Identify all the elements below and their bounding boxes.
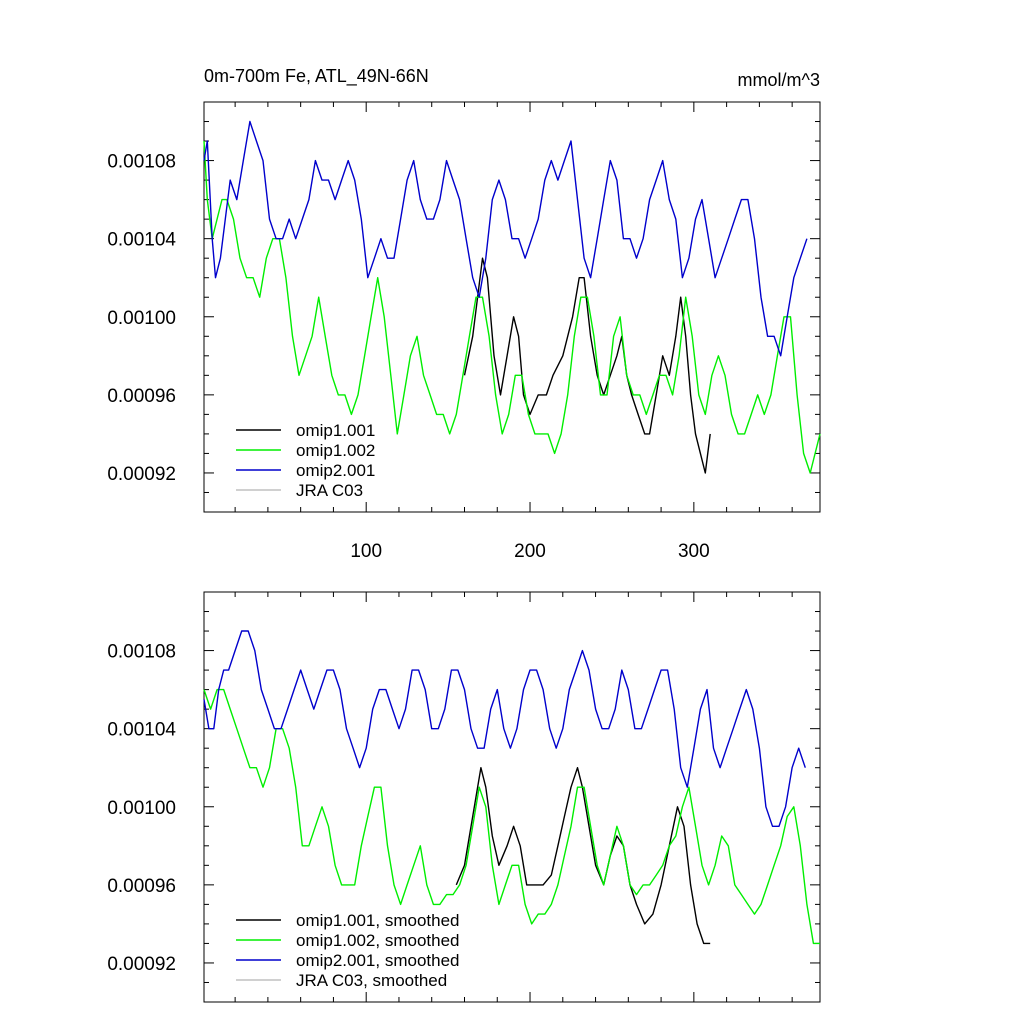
- series-line: [463, 257, 711, 474]
- y-tick-label: 0.00104: [107, 720, 176, 741]
- bottom-panel: 0.00092 0.00096 0.00100 0.00104 0.00108 omip1…: [107, 591, 821, 1003]
- plot-frame: [203, 591, 821, 1003]
- y-tick-label: 0.00096: [107, 876, 176, 897]
- y-tick-label: 0.00100: [107, 308, 176, 329]
- y-tick-label: 0.00092: [107, 464, 176, 485]
- legend-label: JRA C03: [296, 481, 363, 500]
- x-tick-label: 100: [350, 541, 382, 562]
- legend-label: omip2.001, smoothed: [296, 951, 460, 970]
- legend-label: omip1.002, smoothed: [296, 931, 460, 950]
- plot-frame: [203, 101, 821, 513]
- legend-label: omip1.001: [296, 421, 375, 440]
- y-tick-label: 0.00104: [107, 230, 176, 251]
- x-tick-label: 200: [514, 541, 546, 562]
- y-tick-label: 0.00108: [107, 642, 176, 663]
- series-line: [455, 767, 711, 945]
- series-line: [203, 630, 806, 827]
- series-line: [203, 140, 821, 474]
- y-tick-label: 0.00096: [107, 386, 176, 407]
- top-panel: 0.00092 0.00096 0.00100 0.00104 0.00108 100 20…: [107, 101, 821, 562]
- legend-label: omip1.002: [296, 441, 375, 460]
- chart-title: 0m-700m Fe, ATL_49N-66N: [204, 66, 429, 87]
- legend-label: omip1.001, smoothed: [296, 911, 460, 930]
- legend-label: JRA C03, smoothed: [296, 971, 447, 990]
- series-line: [203, 120, 808, 357]
- y-tick-label: 0.00108: [107, 152, 176, 173]
- y-tick-label: 0.00092: [107, 954, 176, 975]
- y-tick-label: 0.00100: [107, 798, 176, 819]
- units-label: mmol/m^3: [738, 70, 820, 90]
- legend-label: omip2.001: [296, 461, 375, 480]
- series-line: [203, 688, 820, 945]
- x-tick-label: 300: [678, 541, 710, 562]
